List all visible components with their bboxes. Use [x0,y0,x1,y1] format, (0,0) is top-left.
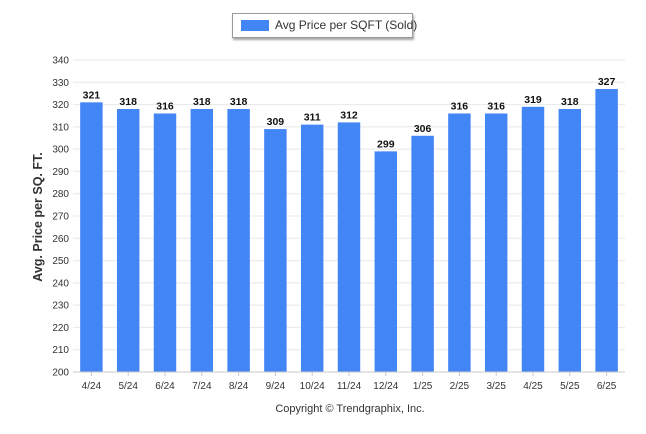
x-tick-label: 4/24 [82,381,102,392]
x-tick-label: 4/25 [523,381,543,392]
x-tick-label: 3/25 [486,381,506,392]
bar[interactable] [448,113,471,372]
data-label: 318 [230,96,248,108]
x-tick-label: 5/25 [560,381,580,392]
y-tick-label: 330 [52,78,69,89]
y-axis-title: Avg. Price per SQ. FT. [31,152,45,282]
y-tick-label: 290 [52,167,69,178]
y-tick-label: 260 [52,234,69,245]
x-tick-label: 2/25 [450,381,470,392]
data-label: 316 [487,100,505,112]
x-tick-label: 6/24 [155,381,175,392]
bar[interactable] [337,122,361,373]
data-label: 318 [119,96,137,108]
data-label: 306 [414,123,432,135]
y-tick-label: 280 [52,189,69,200]
data-labels: 321 318 316 318 318 309 311 312 299 306 316 316 319 3… [83,76,616,150]
bar[interactable] [80,102,103,372]
data-label: 327 [598,76,616,88]
data-label: 316 [156,100,174,112]
y-tick-label: 270 [52,212,69,223]
bar[interactable] [116,109,140,373]
copyright-credit: Copyright © Trendgraphix, Inc. [275,403,425,415]
data-label: 318 [193,96,211,108]
bar[interactable] [558,109,582,373]
x-axis-ticks: 4/24 5/24 6/24 7/24 8/24 9/24 10/24 11/24 12/24 1… [73,371,625,392]
x-tick-label: 6/25 [597,381,617,392]
bar[interactable] [300,124,324,372]
bar[interactable] [190,109,214,373]
x-tick-label: 12/24 [373,381,398,392]
data-label: 321 [83,89,101,101]
data-label: 299 [377,138,395,150]
y-tick-label: 200 [52,368,69,379]
y-tick-label: 320 [52,100,69,111]
data-label: 312 [340,109,358,121]
y-tick-label: 220 [52,323,69,334]
bar[interactable] [374,151,398,372]
y-tick-label: 230 [52,301,69,312]
data-label: 319 [524,94,542,106]
bar[interactable] [227,109,250,373]
x-tick-label: 10/24 [300,381,325,392]
y-tick-label: 310 [52,122,69,133]
legend-swatch [241,20,269,31]
bar[interactable] [264,129,287,372]
legend[interactable]: Avg Price per SQFT (Sold) [232,13,417,38]
x-tick-label: 9/24 [266,381,286,392]
x-tick-label: 8/24 [229,381,249,392]
y-tick-label: 300 [52,145,69,156]
bar[interactable] [595,88,618,372]
y-axis-ticks: 200 210 220 230 240 250 260 270 280 290 300 310 320 3… [52,56,69,379]
y-tick-label: 340 [52,56,69,67]
bar[interactable] [411,135,434,372]
legend-label: Avg Price per SQFT (Sold) [275,18,418,32]
bar[interactable] [484,113,508,372]
x-tick-label: 7/24 [192,381,212,392]
y-tick-label: 240 [52,278,69,289]
bar[interactable] [521,106,545,373]
x-tick-label: 5/24 [118,381,138,392]
data-label: 316 [451,100,469,112]
x-tick-label: 11/24 [337,381,362,392]
data-label: 318 [561,96,579,108]
y-tick-label: 210 [52,345,69,356]
y-tick-label: 250 [52,256,69,267]
x-tick-label: 1/25 [413,381,433,392]
data-label: 311 [304,112,321,124]
data-label: 309 [267,116,285,128]
bars [80,88,618,373]
bar[interactable] [153,113,177,372]
